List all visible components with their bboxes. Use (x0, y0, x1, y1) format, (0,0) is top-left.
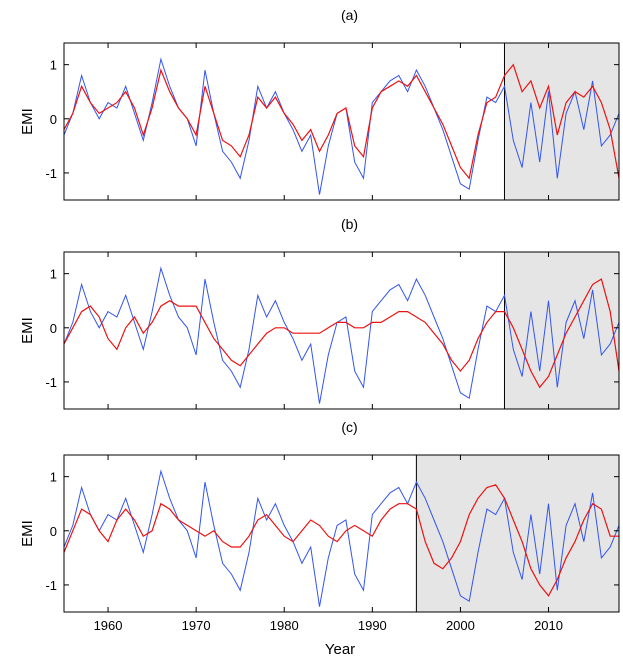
axes-frame (63, 251, 620, 410)
y-tick-label: -1 (45, 166, 57, 181)
axes-frame (63, 454, 620, 613)
observed-series-line (64, 469, 619, 607)
panel-3: (c) -1 0 1 1960 1970 1980 1990 2000 2010 EMI (19, 419, 620, 633)
axes-frame (63, 42, 620, 201)
y-axis-label: EMI (19, 317, 36, 344)
y-tick-label: -1 (45, 578, 57, 593)
y-axis-label: EMI (19, 108, 36, 135)
shaded-region (504, 252, 619, 409)
y-tick-label: 1 (50, 470, 57, 485)
observed-series-line (64, 266, 619, 404)
x-tick-label: 1980 (270, 618, 299, 633)
y-tick-label: 0 (50, 524, 57, 539)
shaded-region (504, 43, 619, 200)
y-tick-label: 1 (50, 58, 57, 73)
model-series-line (64, 63, 619, 180)
y-tick-label: 0 (50, 112, 57, 127)
y-tick-label: 1 (50, 267, 57, 282)
model-series-line (64, 484, 619, 597)
x-tick-label: 1970 (182, 618, 211, 633)
y-tick-label: 0 (50, 321, 57, 336)
x-tick-label: 1960 (94, 618, 123, 633)
panel-2: (b) -1 0 1 EMI (19, 216, 620, 410)
panel-title: (b) (341, 216, 358, 232)
y-tick-label: -1 (45, 375, 57, 390)
panel-title: (a) (341, 7, 358, 23)
panel-1: (a) -1 0 1 EMI (19, 7, 620, 201)
x-tick-label: 2010 (534, 618, 563, 633)
x-tick-label: 2000 (446, 618, 475, 633)
shaded-region (416, 455, 619, 612)
model-series-line (64, 278, 619, 389)
x-tick-label: 1990 (358, 618, 387, 633)
x-axis-label: Year (325, 641, 355, 658)
y-axis-label: EMI (19, 520, 36, 547)
panel-title: (c) (341, 419, 357, 435)
